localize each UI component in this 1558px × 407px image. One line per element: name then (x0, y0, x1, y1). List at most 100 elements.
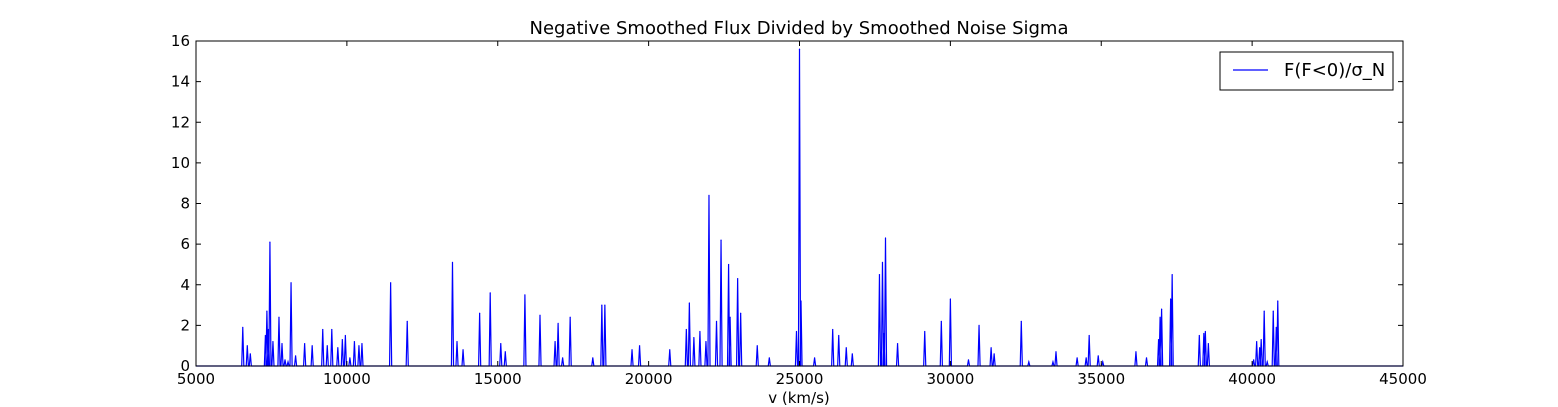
data-point (1135, 351, 1137, 353)
x-axis-label: v (km/s) (768, 389, 830, 407)
data-point (349, 357, 351, 359)
data-point (569, 316, 571, 318)
data-point (1020, 320, 1022, 322)
data-point (699, 330, 701, 333)
data-point (290, 282, 292, 284)
data-point (287, 361, 289, 363)
data-point (940, 320, 942, 322)
data-point (1145, 357, 1148, 359)
y-tick-label: 0 (180, 357, 190, 375)
data-point (845, 347, 847, 349)
data-point (1203, 332, 1205, 335)
data-point (756, 345, 758, 347)
data-point (604, 304, 606, 306)
data-point (881, 261, 884, 264)
data-point (993, 353, 995, 355)
legend-entry-label: F(F<0)/σ_N (1284, 60, 1385, 81)
data-point (838, 334, 840, 337)
data-point (1277, 300, 1279, 302)
data-point (1052, 361, 1054, 363)
y-tick-label: 4 (180, 276, 190, 294)
x-tick-label: 10000 (323, 370, 371, 388)
data-point (1207, 343, 1209, 345)
data-point (715, 320, 718, 322)
data-point (884, 237, 887, 239)
y-tick-label: 14 (171, 73, 190, 91)
data-point (341, 338, 343, 341)
data-point (1259, 347, 1261, 349)
data-point (978, 324, 980, 326)
data-point (266, 310, 268, 312)
data-point (278, 316, 280, 318)
series-layer (196, 48, 1403, 367)
x-tick-label: 15000 (474, 370, 522, 388)
data-point (242, 326, 244, 329)
data-point (249, 353, 251, 355)
data-point (705, 341, 707, 343)
y-tick-label: 2 (180, 316, 190, 334)
x-tick-label: 30000 (927, 370, 975, 388)
data-point (344, 334, 346, 337)
data-point (685, 328, 687, 331)
tick-layer: 5000 10000 15000 20000 25000 30000 35000 40000 4… (171, 32, 1427, 388)
data-point (272, 341, 274, 343)
data-point (1171, 273, 1173, 276)
data-point (489, 292, 491, 294)
y-tick-label: 12 (171, 113, 190, 131)
data-point (337, 347, 339, 349)
y-tick-label: 10 (171, 154, 190, 172)
data-point (562, 357, 564, 359)
data-point (832, 328, 834, 331)
x-tick-label: 35000 (1077, 370, 1125, 388)
data-point (1256, 341, 1258, 343)
x-tick-label: 20000 (625, 370, 673, 388)
data-point (1157, 338, 1160, 341)
data-point (264, 334, 267, 337)
data-point (479, 312, 481, 314)
data-point (601, 304, 603, 306)
legend-box (1219, 51, 1394, 91)
data-point (524, 294, 526, 296)
data-point (331, 328, 333, 331)
data-point (737, 278, 739, 280)
data-point (1161, 308, 1163, 310)
data-point (727, 263, 730, 266)
data-point (851, 353, 853, 355)
data-point (456, 341, 458, 343)
data-point (462, 349, 464, 351)
data-point (294, 355, 297, 357)
data-point (326, 345, 328, 347)
data-point (284, 359, 286, 361)
data-point (311, 345, 313, 347)
x-tick-label: 40000 (1228, 370, 1276, 388)
series-line (196, 49, 1403, 367)
data-point (281, 343, 283, 345)
data-point (1170, 298, 1172, 300)
y-tick-label: 8 (180, 195, 190, 213)
data-point (1028, 361, 1030, 363)
data-point (246, 345, 248, 347)
data-point (1159, 316, 1161, 318)
data-point (883, 332, 885, 335)
data-point (1088, 334, 1090, 337)
data-point (500, 343, 502, 345)
data-point (390, 282, 392, 284)
data-point (638, 345, 641, 347)
data-point (924, 330, 926, 333)
data-point (798, 48, 801, 50)
data-point (1266, 361, 1268, 363)
data-point (795, 330, 798, 333)
x-tick-label: 25000 (776, 370, 824, 388)
data-point (1102, 361, 1104, 363)
data-point (990, 347, 992, 349)
data-point (768, 357, 770, 359)
data-point (813, 357, 816, 359)
data-point (1260, 338, 1262, 341)
data-point (949, 298, 951, 300)
y-tick-label: 6 (180, 235, 190, 253)
data-point (1272, 310, 1274, 312)
data-point (693, 336, 695, 339)
data-point (1097, 355, 1099, 357)
data-point (539, 314, 541, 316)
